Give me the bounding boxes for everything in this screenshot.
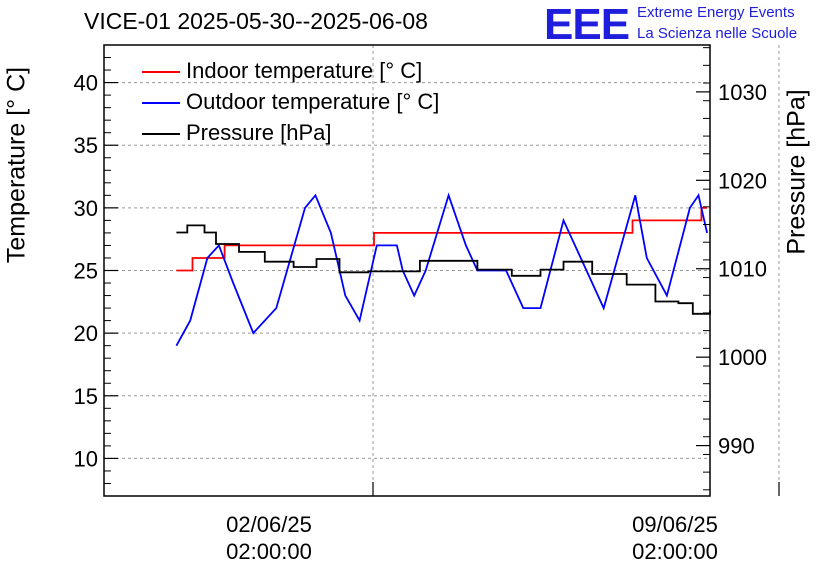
series-line-1 [175, 192, 708, 347]
chart-title: VICE-01 2025-05-30--2025-06-08 [84, 8, 428, 34]
x-tick-time-1: 02:00:00 [226, 539, 312, 564]
y-tick-label-right-0: 990 [718, 434, 755, 459]
y-axis-label-left: Temperature [° C] [2, 66, 31, 264]
x-tick-label-2: 09/06/25 02:00:00 [605, 511, 745, 565]
logo-line-1: Extreme Energy Events [637, 4, 795, 21]
y-tick-label-left-0: 10 [74, 446, 98, 471]
y-axis-label-right: Pressure [hPa] [782, 89, 811, 255]
legend-swatch-outdoor [142, 102, 180, 104]
series-line-2 [176, 224, 711, 315]
eee-logo: EEE [544, 0, 630, 49]
legend-swatch-indoor [142, 71, 180, 73]
y-tick-label-right-1: 1000 [718, 345, 767, 370]
y-tick-label-left-3: 25 [74, 259, 98, 284]
logo-line-2: La Scienza nelle Scuole [637, 25, 798, 42]
x-tick-time-2: 02:00:00 [632, 539, 718, 564]
series-layer [175, 192, 711, 347]
axis-ticks: 10 15 20 25 30 35 40 990 1000 1010 1020 1030 [74, 44, 780, 496]
y-tick-label-left-6: 40 [74, 71, 98, 96]
y-tick-label-right-2: 1010 [718, 257, 767, 282]
y-tick-label-left-4: 30 [74, 196, 98, 221]
legend-swatch-pressure [142, 133, 180, 135]
y-tick-label-right-3: 1020 [718, 168, 767, 193]
x-tick-date-2: 09/06/25 [632, 512, 718, 537]
y-tick-label-right-4: 1030 [718, 80, 767, 105]
series-line-0 [176, 207, 708, 272]
x-tick-date-1: 02/06/25 [226, 512, 312, 537]
y-tick-label-left-1: 15 [74, 384, 98, 409]
legend-indoor: Indoor temperature [° C] [186, 58, 423, 83]
y-tick-label-left-2: 20 [74, 321, 98, 346]
legend-pressure: Pressure [hPa] [186, 120, 332, 145]
legend-outdoor: Outdoor temperature [° C] [186, 89, 440, 114]
x-tick-label-1: 02/06/25 02:00:00 [199, 511, 339, 565]
y-tick-label-left-5: 35 [74, 133, 98, 158]
